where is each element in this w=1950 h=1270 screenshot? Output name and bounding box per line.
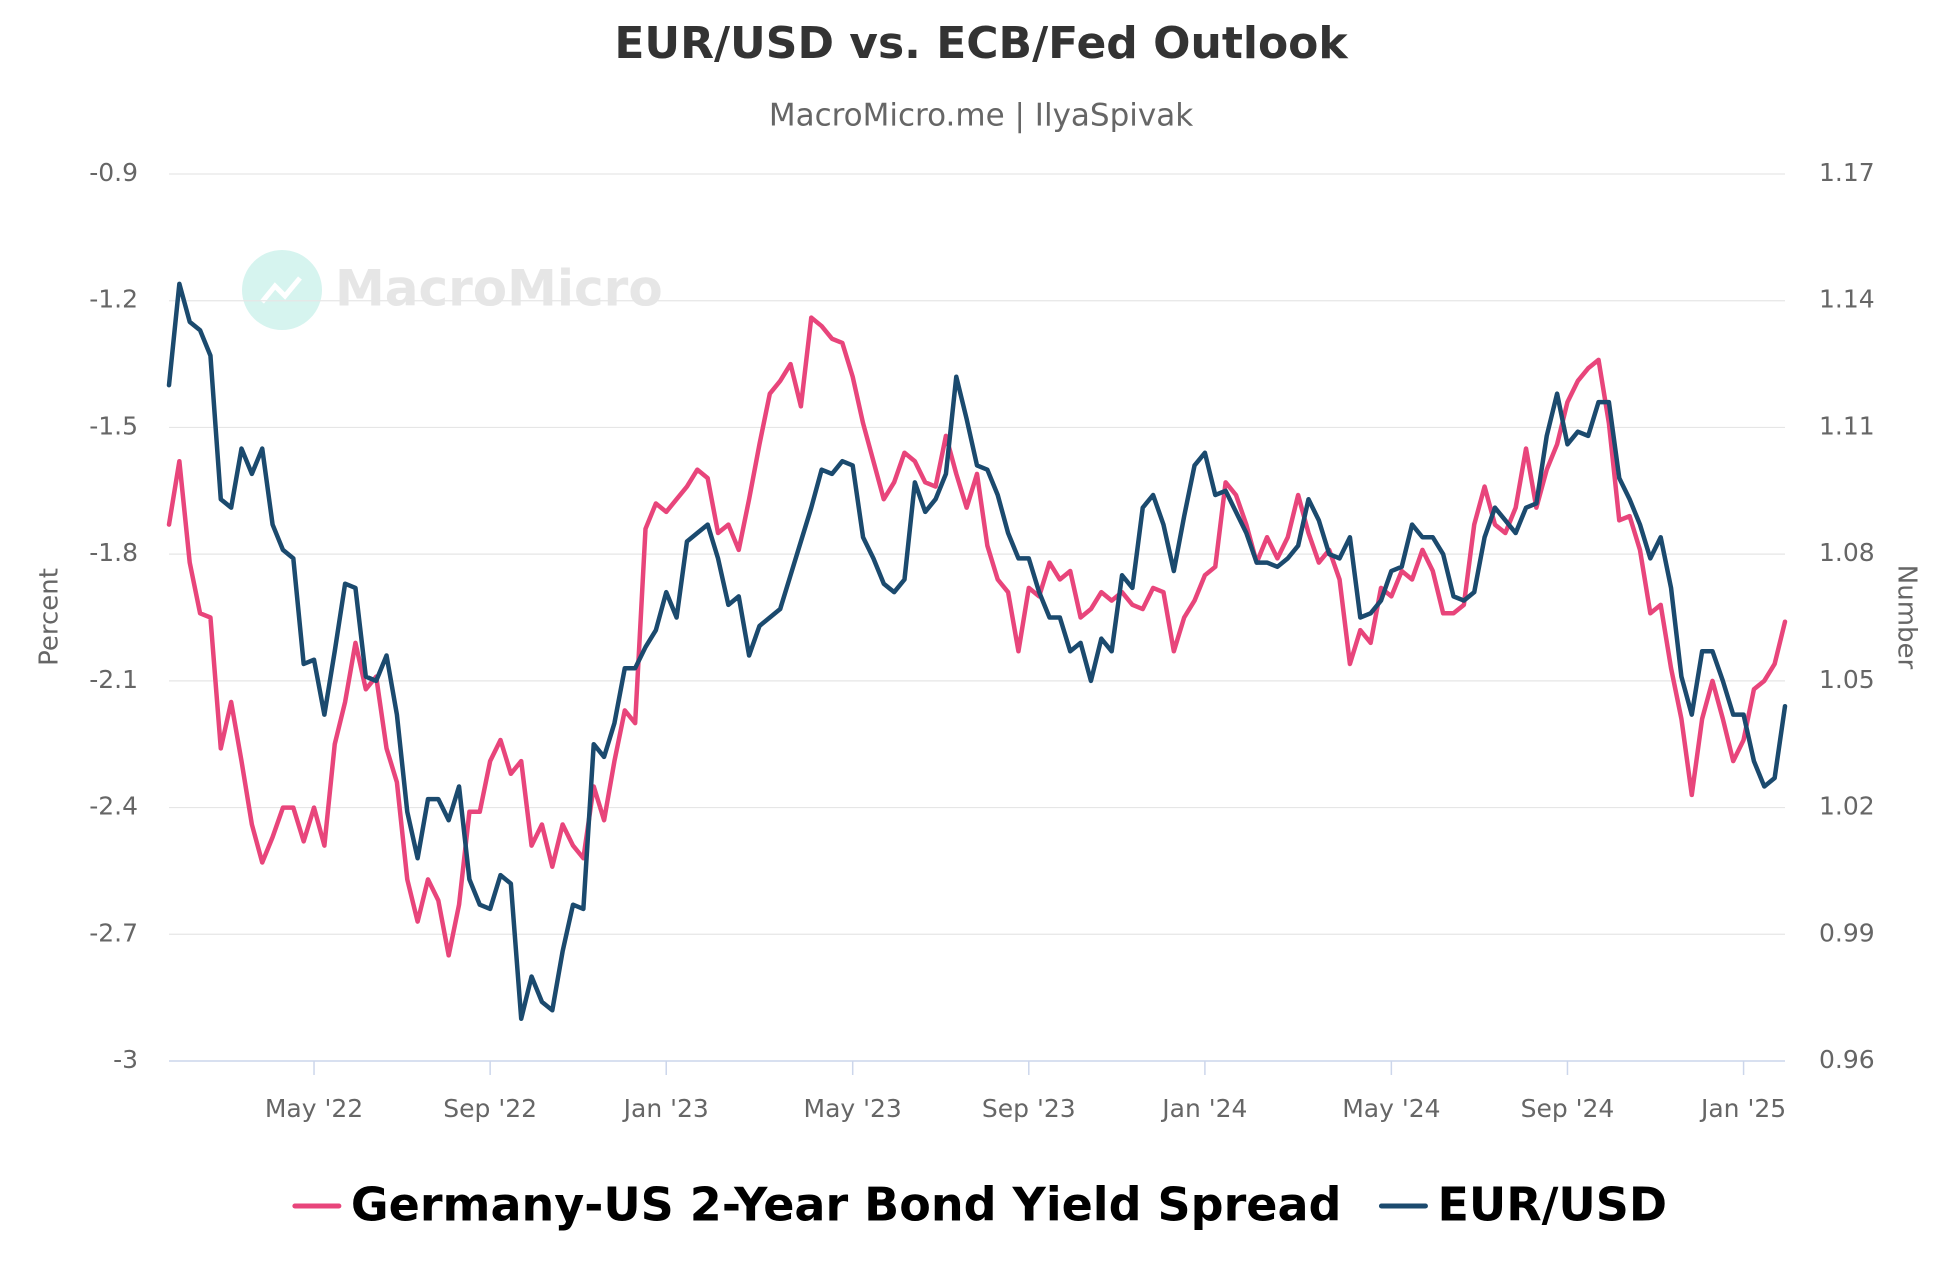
y2-tick-label: 1.17 bbox=[1819, 158, 1875, 187]
legend: Germany-US 2-Year Bond Yield Spread EUR/U… bbox=[292, 1178, 1667, 1232]
y2-tick-label: 1.14 bbox=[1819, 285, 1875, 314]
legend-label: EUR/USD bbox=[1437, 1178, 1667, 1232]
x-tick-label: Sep '23 bbox=[982, 1094, 1076, 1123]
watermark-logo-line bbox=[260, 276, 302, 304]
x-tick-label: Sep '24 bbox=[1521, 1094, 1615, 1123]
series-line bbox=[166, 281, 1788, 1022]
x-tick-label: Jan '25 bbox=[1699, 1094, 1786, 1123]
y2-tick-label: 1.11 bbox=[1819, 411, 1875, 440]
y-tick-label: -1.2 bbox=[89, 285, 138, 314]
chart-title: EUR/USD vs. ECB/Fed Outlook bbox=[614, 18, 1349, 69]
watermark-text: MacroMicro bbox=[335, 260, 663, 318]
y-axis-title: Percent bbox=[35, 568, 65, 666]
x-tick-label: May '22 bbox=[265, 1094, 363, 1123]
chart-subtitle: MacroMicro.me | IlyaSpivak bbox=[769, 98, 1193, 134]
y-tick-label: -1.8 bbox=[89, 538, 138, 567]
legend-label: Germany-US 2-Year Bond Yield Spread bbox=[351, 1178, 1342, 1232]
watermark: MacroMicro bbox=[242, 250, 663, 330]
grid bbox=[169, 173, 1785, 935]
y-tick-label: -2.4 bbox=[89, 792, 138, 821]
y2-tick-label: 1.08 bbox=[1819, 538, 1875, 567]
series-line bbox=[166, 315, 1788, 958]
y-tick-label: -3 bbox=[113, 1045, 138, 1074]
x-tick-label: May '24 bbox=[1342, 1094, 1440, 1123]
y2-tick-label: 1.05 bbox=[1819, 665, 1875, 694]
y2-axis-title: Number bbox=[1892, 565, 1922, 670]
y-tick-label: -2.7 bbox=[89, 918, 138, 947]
x-tick-label: May '23 bbox=[804, 1094, 902, 1123]
y-tick-label: -1.5 bbox=[89, 411, 138, 440]
y-tick-label: -2.1 bbox=[89, 665, 138, 694]
x-tick-label: Sep '22 bbox=[443, 1094, 537, 1123]
y2-tick-label: 0.96 bbox=[1819, 1045, 1875, 1074]
y2-tick-label: 1.02 bbox=[1819, 792, 1875, 821]
y-tick-label: -0.9 bbox=[89, 158, 138, 187]
y2-tick-label: 0.99 bbox=[1819, 918, 1875, 947]
x-tick-label: Jan '23 bbox=[622, 1094, 709, 1123]
x-tick-label: Jan '24 bbox=[1160, 1094, 1247, 1123]
